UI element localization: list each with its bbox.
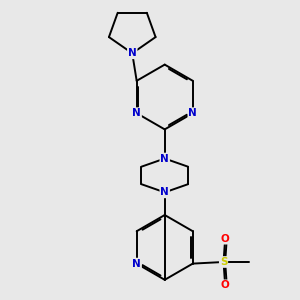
Text: N: N xyxy=(132,259,141,269)
Text: O: O xyxy=(221,280,230,290)
Text: N: N xyxy=(188,108,197,118)
Text: O: O xyxy=(221,234,230,244)
Text: N: N xyxy=(128,48,136,58)
Text: N: N xyxy=(132,108,141,118)
Text: N: N xyxy=(160,154,169,164)
Text: S: S xyxy=(220,257,227,267)
Text: N: N xyxy=(160,188,169,197)
